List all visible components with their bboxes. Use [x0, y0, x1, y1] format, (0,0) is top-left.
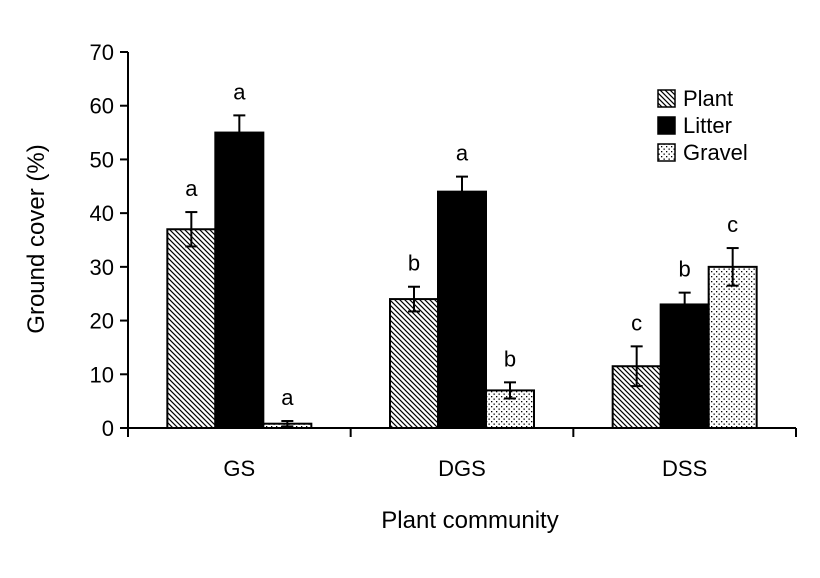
- significance-letter: a: [233, 79, 246, 104]
- bar-litter-gs: [214, 131, 265, 429]
- significance-letter: b: [679, 257, 691, 282]
- significance-letter: a: [456, 141, 469, 166]
- error-bar: [281, 420, 294, 428]
- error-bar: [185, 211, 198, 248]
- bar-plant-dgs: [389, 298, 439, 430]
- y-tick-label: 30: [90, 255, 114, 280]
- x-category-label: GS: [223, 456, 255, 481]
- y-axis-ticks: 0 10 20 30 40 50 60 70: [90, 40, 128, 441]
- x-category-label: DGS: [438, 456, 486, 481]
- bars-layer: [166, 131, 758, 430]
- error-bar: [456, 175, 468, 208]
- y-tick-label: 50: [90, 147, 114, 172]
- significance-letters-layer: a a a b a b c b c: [185, 79, 738, 410]
- error-bar: [408, 285, 420, 313]
- significance-letter: b: [408, 251, 420, 276]
- error-bar: [630, 345, 643, 388]
- y-tick-label: 10: [90, 362, 114, 387]
- legend-swatch-gravel: [657, 143, 676, 162]
- y-tick-label: 0: [102, 416, 114, 441]
- error-bar: [504, 381, 516, 400]
- error-bar: [233, 114, 246, 151]
- legend-label-gravel: Gravel: [683, 140, 748, 165]
- legend-swatch-litter: [657, 116, 676, 135]
- error-bar: [678, 291, 691, 318]
- x-axis-labels: GS DGS DSS: [223, 456, 707, 481]
- y-tick-label: 60: [90, 94, 114, 119]
- x-category-label: DSS: [662, 456, 707, 481]
- significance-letter: c: [631, 310, 642, 335]
- significance-letter: a: [281, 385, 294, 410]
- y-tick-label: 70: [90, 40, 114, 65]
- axes: [127, 52, 797, 437]
- error-bar: [726, 247, 739, 287]
- error-bars-layer: [185, 114, 739, 428]
- bar-plant-gs: [166, 228, 217, 429]
- significance-letter: b: [504, 346, 516, 371]
- legend-label-litter: Litter: [683, 113, 732, 138]
- significance-letter: a: [185, 176, 198, 201]
- y-tick-label: 20: [90, 309, 114, 334]
- bar-litter-dss: [659, 303, 710, 430]
- x-axis-title: Plant community: [381, 507, 558, 534]
- legend-label-plant: Plant: [683, 86, 733, 111]
- bar-gravel-dss: [707, 265, 758, 429]
- significance-letter: c: [727, 212, 738, 237]
- bar-litter-dgs: [437, 190, 487, 429]
- y-axis-title: Ground cover (%): [23, 144, 50, 333]
- y-tick-label: 40: [90, 201, 114, 226]
- legend-swatch-plant: [657, 89, 676, 108]
